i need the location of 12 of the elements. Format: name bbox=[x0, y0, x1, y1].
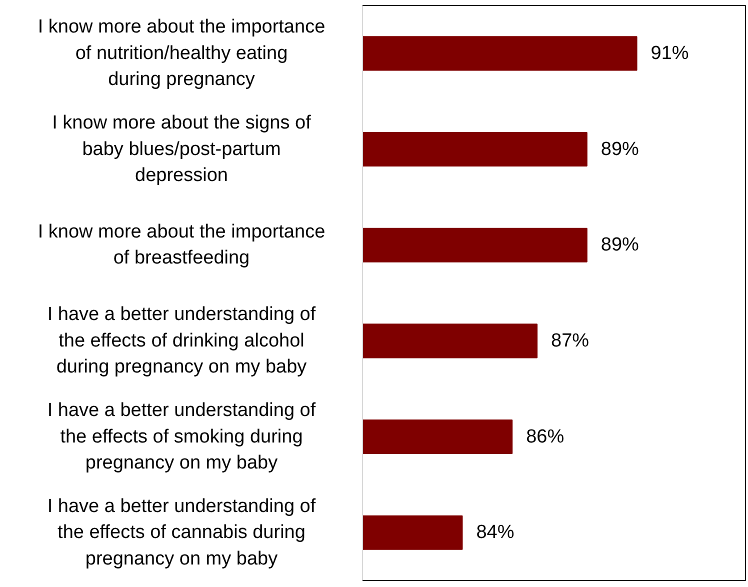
y-tick-label: I know more about the signs of baby blues/post-partum depression bbox=[52, 112, 312, 186]
data-label: 84% bbox=[476, 522, 514, 544]
y-tick-label: I have a better understanding of the effects of smoking during pregnancy on my baby bbox=[47, 400, 316, 474]
y-tick-label: I know more about the importance of breastfeeding bbox=[38, 221, 326, 269]
data-label: 86% bbox=[526, 426, 564, 448]
data-label: 87% bbox=[551, 330, 590, 352]
data-label: 91% bbox=[650, 42, 689, 64]
y-tick-label: I have a better understanding of the effects of cannabis during pregnancy on my baby bbox=[47, 496, 316, 570]
data-label: 89% bbox=[600, 138, 640, 160]
y-tick-label: I have a better understanding of the effects of drinking alcohol during pregnancy on my baby bbox=[47, 304, 316, 378]
y-tick-label: I know more about the importance of nutrition/healthy eating during pregnancy bbox=[38, 16, 326, 90]
data-label: 89% bbox=[600, 234, 640, 256]
